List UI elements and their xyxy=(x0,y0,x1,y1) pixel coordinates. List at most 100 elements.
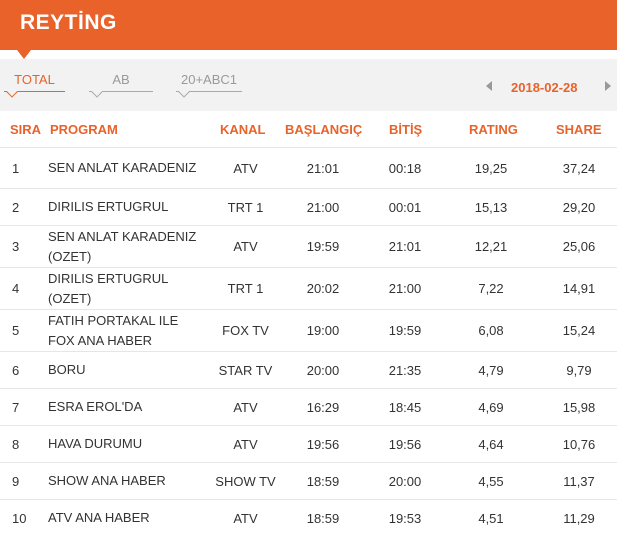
row-rating: 6,08 xyxy=(478,323,504,338)
row-end-time: 19:59 xyxy=(388,323,422,338)
row-rank: 4 xyxy=(12,281,20,296)
row-end-time: 21:35 xyxy=(388,362,422,378)
row-end-time: 19:53 xyxy=(388,510,422,526)
col-baslangic-header: BAŞLANGIÇ xyxy=(285,122,363,137)
row-start-time: 18:59 xyxy=(306,510,340,526)
table-row: 9 SHOW ANA HABER SHOW TV 18:59 20:00 4,5… xyxy=(0,463,617,500)
row-start-time: 21:01 xyxy=(306,160,340,176)
row-end-time: 00:01 xyxy=(388,199,422,215)
tab-underline xyxy=(89,91,153,92)
row-channel: STAR TV xyxy=(218,362,273,378)
row-rating: 15,13 xyxy=(474,199,508,215)
tab-ab[interactable]: AB xyxy=(89,72,153,102)
table-row: 1 SEN ANLAT KARADENIZ ATV 21:01 00:18 19… xyxy=(0,148,617,189)
tab-underline xyxy=(4,91,65,92)
row-program: ATV ANA HABER xyxy=(48,510,150,525)
row-channel: ATV xyxy=(233,239,258,254)
row-program: SEN ANLAT KARADENIZ (OZET) xyxy=(48,228,197,264)
row-start-time: 19:59 xyxy=(306,239,340,254)
row-end-time: 20:00 xyxy=(388,473,422,489)
col-rating-header: RATING xyxy=(469,122,518,137)
row-channel: FOX TV xyxy=(222,323,269,338)
row-rating: 4,51 xyxy=(478,510,504,526)
row-program: ESRA EROL'DA xyxy=(48,399,143,414)
row-channel: ATV xyxy=(233,160,258,176)
table-row: 10 ATV ANA HABER ATV 18:59 19:53 4,51 11… xyxy=(0,500,617,536)
row-rating: 4,69 xyxy=(478,399,504,415)
table-row: 4 DIRILIS ERTUGRUL (OZET) TRT 1 20:02 21… xyxy=(0,268,617,310)
row-program: DIRILIS ERTUGRUL (OZET) xyxy=(48,270,168,306)
row-start-time: 16:29 xyxy=(306,399,340,415)
table-row: 6 BORU STAR TV 20:00 21:35 4,79 9,79 xyxy=(0,352,617,389)
row-end-time: 00:18 xyxy=(388,160,422,176)
chevron-right-icon[interactable] xyxy=(605,81,611,91)
row-share: 15,24 xyxy=(562,323,596,338)
tab-total[interactable]: TOTAL xyxy=(4,72,65,102)
page-header: REYTİNG xyxy=(0,0,617,50)
row-share: 11,37 xyxy=(563,473,595,489)
tab-pointer-icon xyxy=(6,86,18,98)
col-kanal-header: KANAL xyxy=(220,122,266,137)
tab-pointer-icon xyxy=(178,86,190,98)
row-rank: 6 xyxy=(12,362,20,378)
col-bitis-header: BİTİŞ xyxy=(389,122,423,137)
row-share: 9,79 xyxy=(566,362,592,378)
tab-ab-label: AB xyxy=(112,72,130,87)
row-share: 11,29 xyxy=(563,510,595,526)
row-program: DIRILIS ERTUGRUL xyxy=(48,199,169,214)
row-rank: 1 xyxy=(12,160,20,176)
row-share: 10,76 xyxy=(562,436,596,452)
tab-total-label: TOTAL xyxy=(14,72,55,87)
row-share: 37,24 xyxy=(562,160,596,176)
row-channel: ATV xyxy=(233,399,258,415)
row-channel: SHOW TV xyxy=(215,473,276,489)
row-rank: 5 xyxy=(12,323,20,338)
row-end-time: 21:00 xyxy=(388,281,422,296)
tab-20-abc1[interactable]: 20+ABC1 xyxy=(176,72,242,102)
table-row: 7 ESRA EROL'DA ATV 16:29 18:45 4,69 15,9… xyxy=(0,389,617,426)
row-program: FATIH PORTAKAL ILE FOX ANA HABER xyxy=(48,312,179,348)
row-start-time: 20:00 xyxy=(306,362,340,378)
row-end-time: 19:56 xyxy=(388,436,422,452)
row-rank: 9 xyxy=(12,473,20,489)
tab-underline xyxy=(176,91,242,92)
row-rank: 7 xyxy=(12,399,20,415)
row-share: 25,06 xyxy=(562,239,596,254)
row-program: HAVA DURUMU xyxy=(48,436,143,451)
row-rank: 10 xyxy=(12,510,27,526)
row-rating: 12,21 xyxy=(474,239,508,254)
row-rating: 7,22 xyxy=(478,281,504,296)
row-program: SEN ANLAT KARADENIZ xyxy=(48,160,197,175)
chevron-left-icon[interactable] xyxy=(486,81,492,91)
row-share: 29,20 xyxy=(562,199,596,215)
row-start-time: 19:00 xyxy=(306,323,340,338)
row-rating: 19,25 xyxy=(474,160,508,176)
row-rank: 3 xyxy=(12,239,20,254)
row-channel: TRT 1 xyxy=(227,281,264,296)
table-row: 3 SEN ANLAT KARADENIZ (OZET) ATV 19:59 2… xyxy=(0,226,617,268)
row-start-time: 19:56 xyxy=(306,436,340,452)
row-channel: TRT 1 xyxy=(227,199,264,215)
date-label: 2018-02-28 xyxy=(511,80,578,95)
table-row: 5 FATIH PORTAKAL ILE FOX ANA HABER FOX T… xyxy=(0,310,617,352)
row-end-time: 21:01 xyxy=(388,239,422,254)
table-row: 8 HAVA DURUMU ATV 19:56 19:56 4,64 10,76 xyxy=(0,426,617,463)
row-program: SHOW ANA HABER xyxy=(48,473,166,488)
filter-bar: TOTAL AB 20+ABC1 2018-02-28 xyxy=(0,59,617,111)
row-channel: ATV xyxy=(233,510,258,526)
page-title: REYTİNG xyxy=(20,11,117,34)
tab-pointer-icon xyxy=(91,86,103,98)
col-sira-header: SIRA xyxy=(10,122,42,137)
row-channel: ATV xyxy=(233,436,258,452)
row-program: BORU xyxy=(48,362,86,377)
row-rating: 4,55 xyxy=(478,473,504,489)
row-share: 15,98 xyxy=(562,399,596,415)
row-rating: 4,64 xyxy=(478,436,504,452)
tab-20-abc1-label: 20+ABC1 xyxy=(180,72,237,87)
table-row: 2 DIRILIS ERTUGRUL TRT 1 21:00 00:01 15,… xyxy=(0,189,617,226)
row-rank: 2 xyxy=(12,199,20,215)
col-program-header: PROGRAM xyxy=(50,122,118,137)
row-rank: 8 xyxy=(12,436,20,452)
row-start-time: 18:59 xyxy=(306,473,340,489)
header-notch xyxy=(17,50,31,59)
